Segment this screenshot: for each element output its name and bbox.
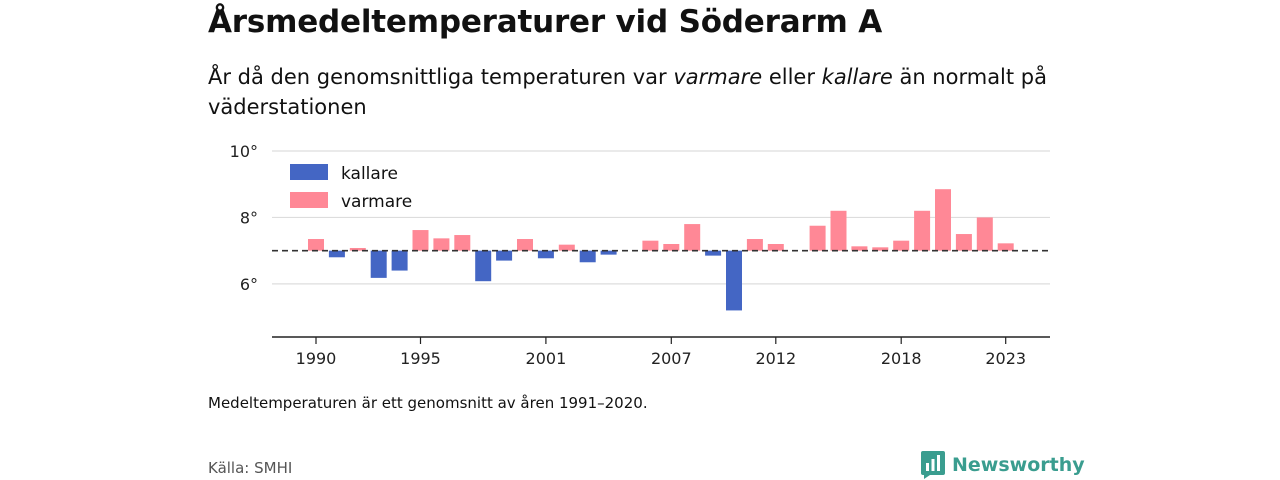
- bar-1991: [328, 250, 345, 258]
- legend-swatch-kallare: [290, 164, 328, 180]
- brand-name: Newsworthy: [952, 454, 1085, 476]
- legend: kallare varmare: [290, 164, 412, 212]
- legend-label-kallare: kallare: [341, 164, 398, 184]
- bar-2010: [726, 250, 742, 311]
- bar-2022: [976, 217, 993, 251]
- bar-1990: [308, 239, 324, 251]
- legend-swatch-varmare: [290, 192, 328, 208]
- bar-2008: [684, 224, 701, 251]
- bar-2014: [809, 225, 826, 251]
- bar-2004: [600, 250, 617, 255]
- y-tick-label-10: 10°: [230, 142, 258, 161]
- bar-2023: [997, 243, 1014, 251]
- bar-2002: [558, 244, 575, 251]
- bar-2017: [872, 247, 889, 251]
- x-tick-label-2001: 2001: [526, 349, 567, 368]
- bar-2007: [663, 244, 680, 251]
- bar-1997: [454, 235, 471, 251]
- bar-1998: [475, 250, 492, 282]
- subtitle-text-3: än normalt på väderstationen: [208, 65, 1047, 119]
- bar-2021: [955, 234, 972, 251]
- bar-1996: [433, 238, 450, 251]
- x-axis-ticks: 1990 1995 2001 2007 2012 2018 2023: [296, 337, 1026, 368]
- newsworthy-logo[interactable]: Newsworthy: [920, 450, 1085, 480]
- x-tick-label-1990: 1990: [296, 349, 337, 368]
- bar-1993: [370, 250, 387, 278]
- x-tick-label-2018: 2018: [881, 349, 922, 368]
- bar-2019: [914, 210, 931, 251]
- chart-logo-icon: [921, 451, 945, 479]
- y-tick-label-8: 8°: [240, 208, 258, 227]
- x-tick-label-2007: 2007: [651, 349, 692, 368]
- source-credit: Källa: SMHI: [208, 459, 293, 477]
- bar-2006: [642, 240, 659, 251]
- bar-2015: [830, 210, 847, 251]
- subtitle-text-2: eller: [762, 65, 822, 89]
- y-tick-label-6: 6°: [240, 275, 258, 294]
- chart-subtitle: År då den genomsnittliga temperaturen va…: [208, 62, 1088, 122]
- bar-2000: [517, 239, 533, 251]
- bar-2012: [767, 244, 784, 251]
- bar-2016: [851, 246, 868, 251]
- bar-2009: [705, 250, 722, 256]
- x-tick-label-1995: 1995: [400, 349, 441, 368]
- bar-1994: [391, 250, 408, 271]
- subtitle-cold-word: kallare: [821, 65, 893, 89]
- footnote: Medeltemperaturen är ett genomsnitt av å…: [208, 394, 648, 412]
- bar-2011: [746, 239, 763, 251]
- y-axis-labels: 6° 8° 10°: [230, 142, 258, 294]
- bar-2003: [579, 250, 596, 263]
- bars: [308, 189, 1014, 311]
- legend-label-varmare: varmare: [341, 192, 412, 212]
- chart-title: Årsmedeltemperaturer vid Söderarm A: [208, 4, 882, 40]
- subtitle-text-1: År då den genomsnittliga temperaturen va…: [208, 65, 674, 89]
- subtitle-warm-word: varmare: [673, 65, 763, 89]
- x-tick-label-2012: 2012: [755, 349, 796, 368]
- x-tick-label-2023: 2023: [985, 349, 1026, 368]
- temperature-bar-chart: 6° 8° 10° 1990 1995 2001 2007 2012 2018 2023 kal…: [230, 142, 1050, 368]
- bar-2020: [935, 189, 951, 251]
- bar-1995: [412, 230, 429, 251]
- bar-2001: [537, 250, 554, 259]
- bar-2018: [893, 240, 910, 251]
- bar-1992: [349, 247, 366, 251]
- bar-1999: [496, 250, 513, 261]
